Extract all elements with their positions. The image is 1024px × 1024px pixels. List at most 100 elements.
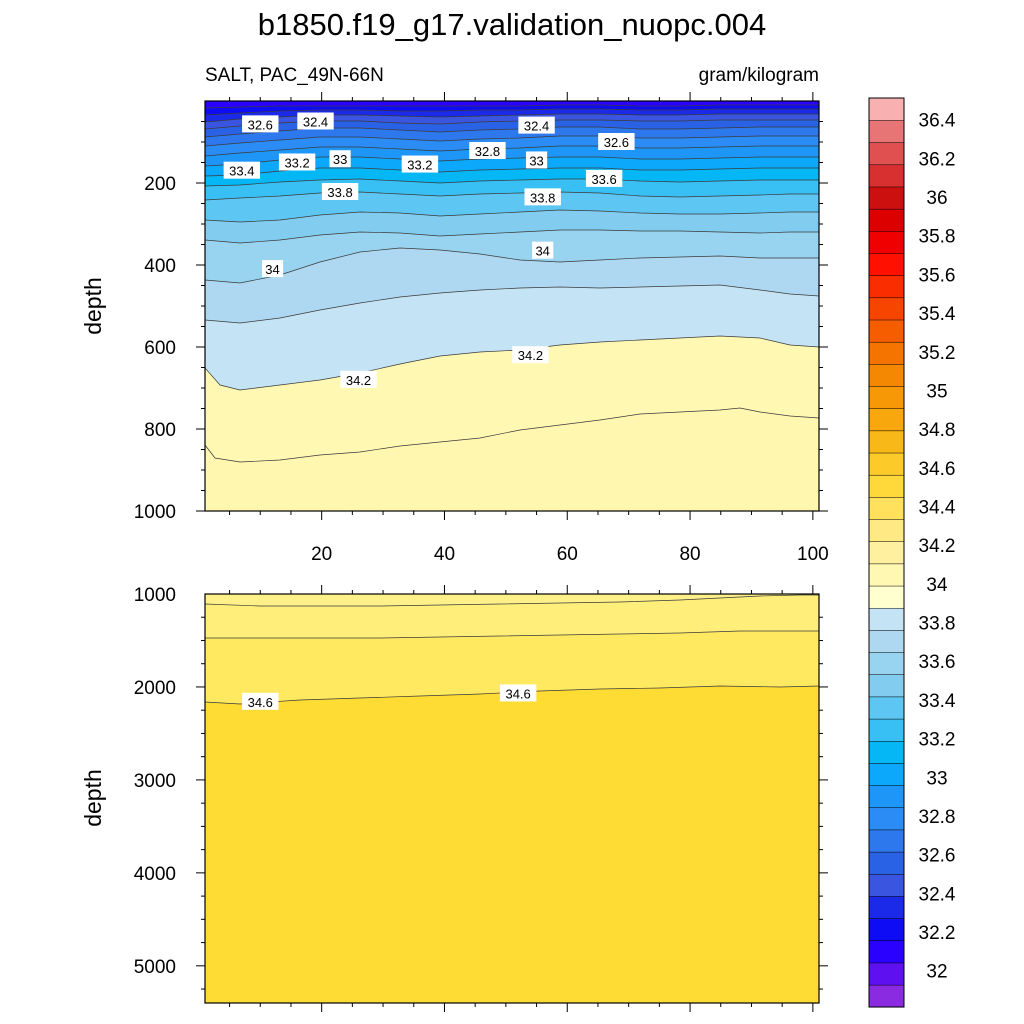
- colorbar-swatch: [868, 363, 905, 387]
- contour-label-text: 32.4: [524, 119, 549, 134]
- contour-label-box: [321, 183, 359, 201]
- colorbar-swatch: [868, 186, 905, 210]
- colorbar-swatch: [868, 319, 905, 343]
- colorbar-swatch: [868, 829, 905, 853]
- colorbar-swatch: [868, 962, 905, 986]
- contour-label-box: [223, 161, 261, 179]
- colorbar-label: 34: [926, 575, 948, 596]
- contour-label-text: 33: [529, 153, 543, 168]
- colorbar-swatch: [868, 807, 905, 831]
- y-tick-label: 600: [144, 338, 176, 359]
- colorbar-swatch: [868, 607, 905, 631]
- colorbar-swatch: [868, 718, 905, 742]
- upper-y-axis-label: depth: [80, 277, 106, 335]
- contour-label-text: 33.2: [284, 156, 309, 171]
- colorbar-swatch: [868, 918, 905, 942]
- x-tick-label: 60: [557, 544, 578, 565]
- colorbar-label: 35.6: [919, 265, 956, 286]
- contour-label-box: [469, 142, 506, 160]
- contour-label-text: 32.4: [303, 115, 328, 130]
- upper-axis-ticks: 200 400 600 800 1000: [134, 92, 828, 523]
- contour-label: 32.8: [469, 142, 506, 160]
- contour-label-text: 34.2: [518, 348, 543, 363]
- y-tick-label: 1000: [134, 585, 176, 606]
- colorbar-swatch: [868, 474, 905, 498]
- contour-label-text: 32.6: [604, 135, 629, 150]
- colorbar-label: 33.4: [919, 691, 956, 712]
- colorbar-label: 35.2: [919, 343, 956, 364]
- lower-y-axis-label: depth: [80, 769, 106, 827]
- contour-label: 33.8: [321, 183, 359, 201]
- contour-label-box: [340, 370, 377, 388]
- contour-label-text: 32.8: [475, 144, 500, 159]
- lower-axis-ticks: 1000 2000 3000 4000 5000: [134, 585, 828, 1012]
- x-tick-label: 20: [311, 544, 332, 565]
- colorbar-label: 34.2: [919, 536, 956, 557]
- contour-label-text: 34.6: [505, 686, 530, 701]
- contour-label: 33.4: [223, 161, 261, 179]
- lower-contour-fill: [205, 594, 819, 1003]
- contour-label: 34.6: [242, 692, 279, 710]
- contour-label-box: [512, 346, 549, 364]
- colorbar-swatch: [868, 674, 905, 698]
- contour-label: 33: [525, 151, 548, 169]
- colorbar-label: 33: [926, 768, 947, 789]
- contour-label-box: [499, 684, 537, 702]
- y-tick-label: 2000: [134, 678, 176, 699]
- colorbar-label: 36.4: [919, 111, 956, 132]
- y-tick-label: 800: [144, 420, 176, 441]
- chart-title: b1850.f19_g17.validation_nuopc.004: [258, 7, 767, 42]
- y-tick-label: 3000: [134, 771, 176, 792]
- y-tick-label: 4000: [134, 864, 176, 885]
- colorbar-swatch: [868, 252, 905, 276]
- contour-label-text: 34: [535, 244, 549, 259]
- contour-label-box: [518, 116, 555, 134]
- y-tick-label: 400: [144, 256, 176, 277]
- colorbar-label: 35.4: [919, 304, 956, 325]
- colorbar-label: 34.4: [919, 497, 956, 518]
- colorbar-swatch: [868, 208, 905, 232]
- colorbar-swatch: [868, 430, 905, 454]
- colorbar-swatch: [868, 762, 905, 786]
- colorbar-frame: [868, 97, 905, 1008]
- contour-label: 33.2: [401, 155, 439, 173]
- colorbar-swatch: [868, 452, 905, 476]
- contour-label: 33.2: [278, 153, 316, 171]
- colorbar-swatch: [868, 275, 905, 299]
- colorbar-swatch: [868, 541, 905, 565]
- colorbar-swatch: [868, 142, 905, 166]
- contour-label-text: 33.8: [530, 190, 555, 205]
- x-tick-label: 40: [434, 544, 455, 565]
- colorbar-swatch: [868, 119, 905, 143]
- colorbar-label: 33.8: [919, 614, 956, 635]
- lower-contour-labels: 34.6 34.6: [242, 684, 537, 710]
- contour-label-box: [278, 153, 316, 171]
- contour-label-box: [401, 155, 439, 173]
- contour-label-box: [525, 151, 548, 169]
- upper-contour-labels: 32.6 32.4 32.4 32.6 32.8 33 33 33.2 33.2 33.4 33.6…: [223, 112, 635, 388]
- contour-label: 33.6: [585, 169, 623, 187]
- colorbar-label: 32.8: [919, 807, 956, 828]
- contour-label-box: [329, 150, 351, 168]
- contour-label-box: [532, 241, 554, 259]
- contour-label: 33.8: [524, 188, 561, 206]
- colorbar-swatch: [868, 873, 905, 897]
- colorbar-swatch: [868, 585, 905, 609]
- contour-label: 34.2: [512, 346, 549, 364]
- upper-contour-fill: [205, 101, 819, 511]
- chart-units: gram/kilogram: [699, 65, 819, 86]
- contour-label-text: 33.2: [407, 158, 432, 173]
- y-tick-label: 1000: [134, 502, 176, 523]
- contour-label-text: 33.4: [229, 164, 254, 179]
- colorbar-swatch: [868, 496, 905, 520]
- colorbar-swatch: [868, 164, 905, 188]
- colorbar-swatch: [868, 563, 905, 587]
- contour-label-box: [242, 692, 279, 710]
- x-tick-labels: 20 40 60 80 100: [311, 544, 829, 565]
- colorbar-label: 34.6: [919, 459, 956, 480]
- contour-label-box: [585, 169, 623, 187]
- colorbar-swatch: [868, 740, 905, 764]
- contour-label-text: 33.8: [327, 185, 352, 200]
- x-tick-label: 100: [797, 544, 829, 565]
